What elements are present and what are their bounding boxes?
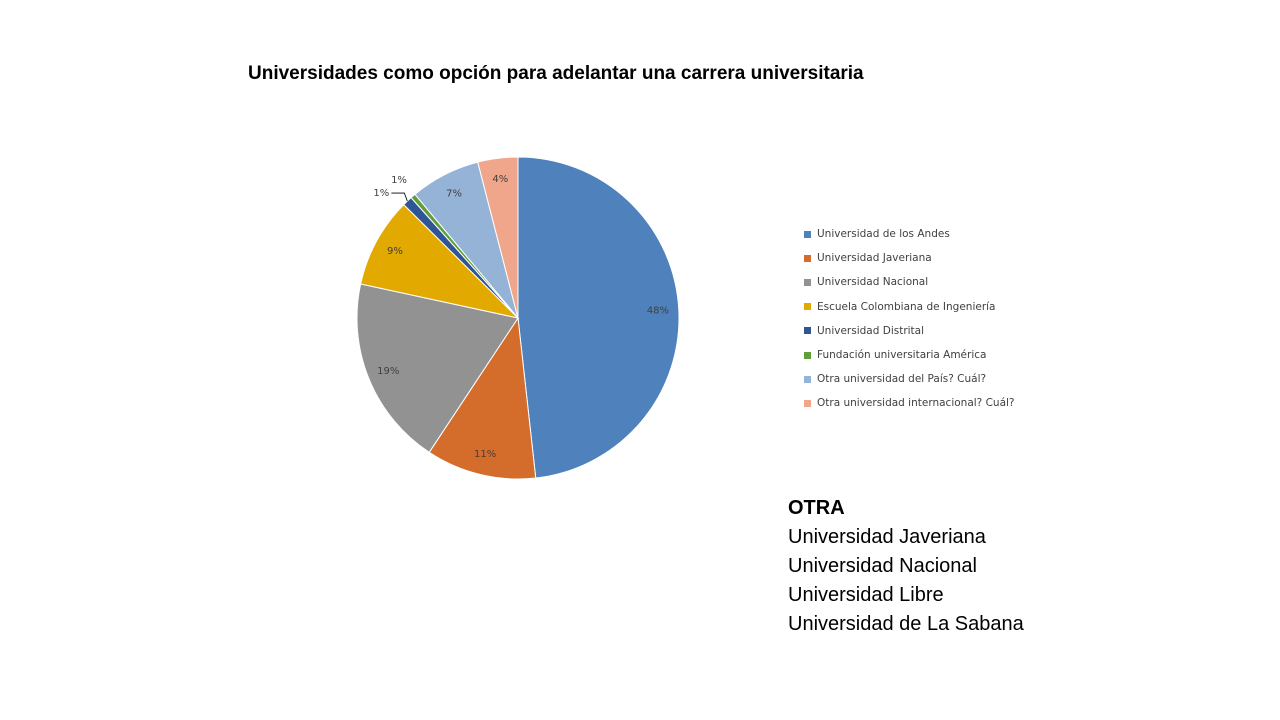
pie-slice-otra-universidad-internacional-cual bbox=[477, 156, 519, 319]
chart-legend: Universidad de los Andes Universidad Jave… bbox=[804, 222, 1015, 416]
other-university-item: Universidad Nacional bbox=[788, 555, 977, 577]
legend-swatch bbox=[804, 351, 811, 359]
legend-swatch bbox=[804, 327, 811, 335]
pie-slice-universidad-nacional bbox=[356, 283, 519, 453]
other-university-item: Universidad de La Sabana bbox=[788, 613, 1024, 635]
pie-slices bbox=[356, 156, 680, 480]
slice-label-universidad-distrital: 1% bbox=[373, 188, 389, 199]
legend-label: Otra universidad del País? Cuál? bbox=[817, 373, 987, 386]
slice-label-universidad-nacional: 19% bbox=[377, 366, 399, 377]
slice-label-escuela-colombiana-de-ingenieria: 9% bbox=[387, 246, 403, 257]
slice-labels: 48% 11% 19% 9% 1%1% 7% 4% bbox=[373, 174, 669, 460]
legend-swatch bbox=[804, 399, 811, 407]
other-universities-panel: OTRA Universidad Javeriana Universidad N… bbox=[788, 494, 1024, 639]
legend-item-otra-universidad-del-pais-cual: Otra universidad del País? Cuál? bbox=[804, 367, 1015, 391]
legend-label: Universidad Nacional bbox=[817, 276, 929, 289]
other-universities-list: Universidad Javeriana Universidad Nacion… bbox=[788, 523, 1024, 639]
legend-item-universidad-javeriana: Universidad Javeriana bbox=[804, 246, 1015, 270]
pie-slice-universidad-de-los-andes bbox=[517, 156, 680, 479]
slice-label-universidad-javeriana: 11% bbox=[474, 449, 496, 460]
slice-label-otra-universidad-internacional-cual: 4% bbox=[492, 174, 508, 185]
legend-swatch bbox=[804, 254, 811, 262]
legend-label: Universidad Distrital bbox=[817, 324, 925, 337]
pie-slice-escuela-colombiana-de-ingenieria bbox=[360, 203, 520, 319]
legend-label: Fundación universitaria América bbox=[817, 349, 987, 362]
other-universities-heading: OTRA bbox=[788, 497, 845, 519]
other-university-item: Universidad Libre bbox=[788, 584, 944, 606]
legend-label: Universidad de los Andes bbox=[817, 228, 950, 241]
legend-label: Otra universidad internacional? Cuál? bbox=[817, 397, 1015, 410]
other-university-item: Universidad Javeriana bbox=[788, 526, 986, 548]
legend-item-universidad-nacional: Universidad Nacional bbox=[804, 270, 1015, 294]
legend-item-escuela-colombiana-de-ingenieria: Escuela Colombiana de Ingeniería bbox=[804, 295, 1015, 319]
legend-item-otra-universidad-internacional-cual: Otra universidad internacional? Cuál? bbox=[804, 391, 1015, 415]
legend-swatch bbox=[804, 375, 811, 383]
legend-swatch bbox=[804, 278, 811, 286]
pie-slice-universidad-javeriana bbox=[428, 316, 537, 480]
legend-swatch bbox=[804, 230, 811, 238]
slice-label-fundacion-universitaria-america: 1% bbox=[391, 175, 407, 186]
legend-swatch bbox=[804, 303, 811, 311]
leader-lines bbox=[391, 192, 408, 202]
legend-label: Escuela Colombiana de Ingeniería bbox=[817, 300, 996, 313]
legend-item-universidad-distrital: Universidad Distrital bbox=[804, 319, 1015, 343]
legend-item-universidad-de-los-andes: Universidad de los Andes bbox=[804, 222, 1015, 246]
legend-item-fundacion-universitaria-america: Fundación universitaria América bbox=[804, 343, 1015, 367]
legend-label: Universidad Javeriana bbox=[817, 252, 932, 265]
slice-label-universidad-de-los-andes: 48% bbox=[647, 305, 669, 316]
chart-title: Universidades como opción para adelantar… bbox=[248, 63, 864, 84]
leader-line-universidad-distrital bbox=[391, 192, 408, 202]
slice-label-otra-universidad-del-pais-cual: 7% bbox=[446, 188, 462, 199]
